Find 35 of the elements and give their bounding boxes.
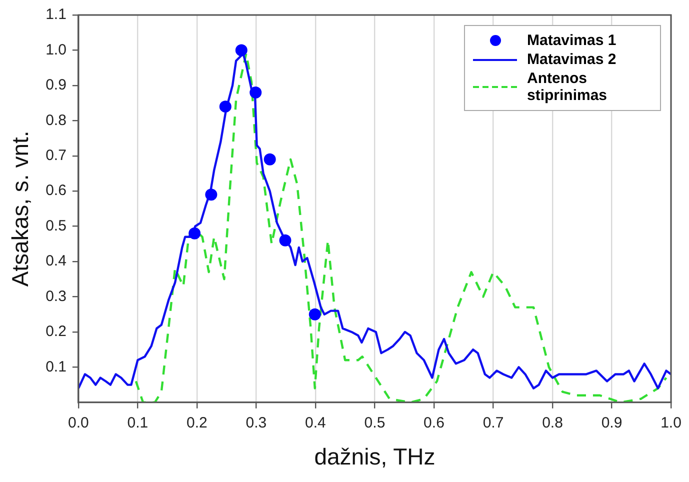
y-axis-title: Atsakas, s. vnt. [7, 130, 34, 287]
x-tick-label: 0.9 [601, 414, 622, 432]
y-tick-label: 0.1 [46, 358, 66, 376]
legend-label: Antenos stiprinimas [527, 70, 608, 104]
legend-label: Matavimas 2 [527, 51, 616, 68]
point [250, 86, 262, 98]
point [205, 188, 218, 201]
x-tick-label: 0.1 [127, 414, 148, 432]
x-tick-label: 0.2 [186, 414, 208, 432]
x-tick-label: 0.4 [305, 414, 326, 432]
x-tick-label: 0.0 [68, 414, 89, 432]
x-tick-label: 0.5 [364, 414, 386, 432]
y-tick-label: 0.5 [46, 217, 66, 234]
point [264, 153, 276, 166]
y-tick-label: 0.9 [46, 76, 66, 94]
point [308, 308, 321, 320]
y-tick-label: 1.0 [46, 41, 66, 58]
y-tick-label: 1.1 [46, 6, 66, 24]
legend-label: Matavimas 1 [527, 32, 616, 49]
x-tick-label: 0.7 [482, 414, 504, 432]
x-tick-label: 0.8 [542, 414, 563, 432]
x-tick-label: 0.6 [424, 414, 444, 432]
x-axis-title: dažnis, THz [314, 444, 436, 470]
point [235, 44, 248, 56]
y-tick-label: 0.4 [46, 252, 66, 270]
y-tick-label: 0.2 [46, 323, 66, 340]
x-tick-label: 1.0 [660, 414, 682, 432]
y-tick-label: 0.7 [46, 147, 66, 164]
x-tick-label: 0.3 [246, 414, 267, 432]
point [188, 227, 201, 240]
y-tick-label: 0.3 [46, 288, 66, 305]
point [219, 100, 232, 113]
point [279, 234, 292, 246]
y-tick-label: 0.6 [46, 182, 66, 200]
y-tick-label: 0.8 [46, 112, 66, 129]
